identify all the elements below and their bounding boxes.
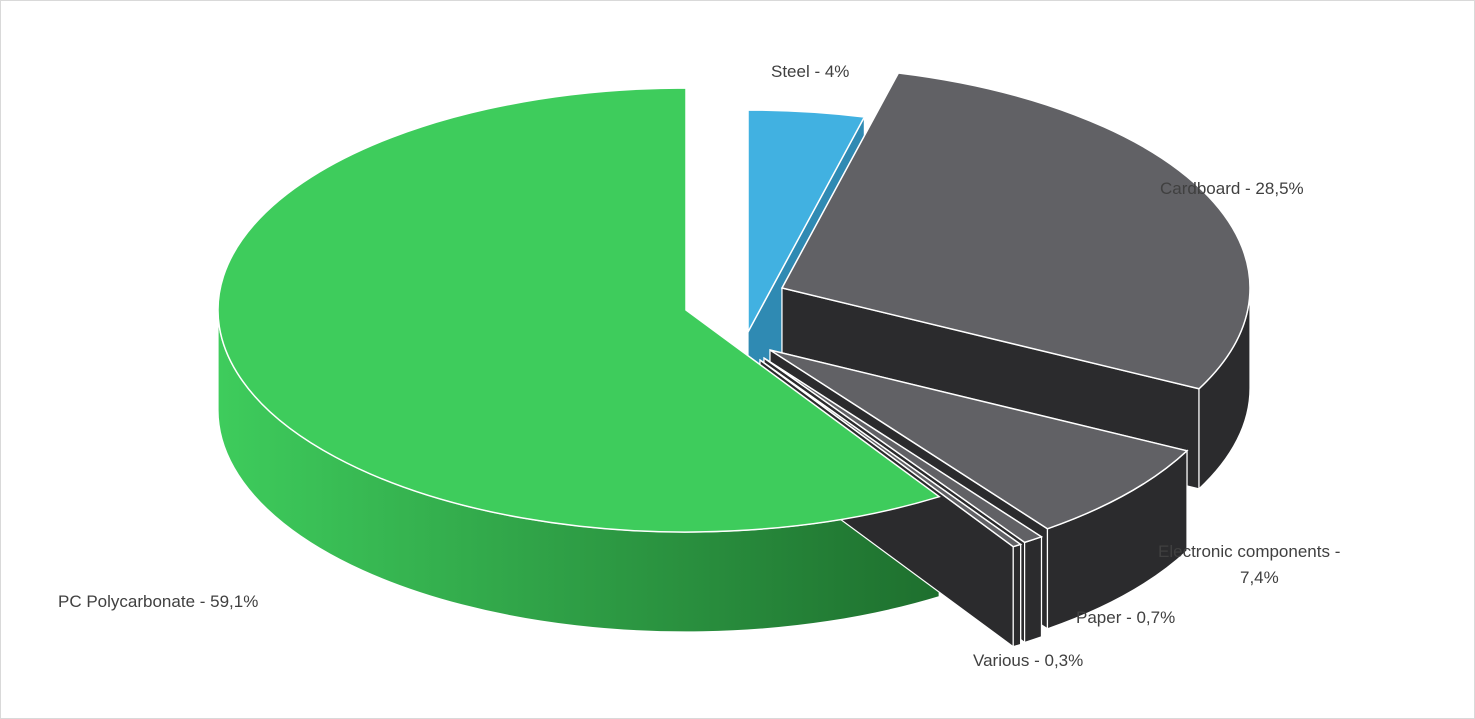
label-electronic-components-line2: 7,4%	[1240, 568, 1279, 587]
slice-electronic-components	[769, 349, 1189, 530]
label-various: Various - 0,3%	[973, 651, 1083, 670]
label-steel: Steel - 4%	[771, 62, 849, 81]
slice-steel	[747, 109, 866, 333]
slice-paper	[763, 357, 1044, 544]
label-electronic-components-line1: Electronic components -	[1158, 542, 1340, 561]
slice-rim-paper	[1024, 535, 1043, 644]
slice-pc-polycarbonate	[217, 87, 941, 533]
label-pc-polycarbonate: PC Polycarbonate - 59,1%	[58, 592, 258, 611]
label-paper: Paper - 0,7%	[1076, 608, 1175, 627]
slice-various	[759, 359, 1023, 548]
pie-labels: Steel - 4% Cardboard - 28,5% Electronic …	[58, 62, 1340, 670]
pie-tops	[217, 72, 1251, 548]
slice-cardboard	[780, 72, 1251, 390]
slice-rim-various	[1012, 543, 1022, 648]
label-cardboard: Cardboard - 28,5%	[1160, 179, 1304, 198]
